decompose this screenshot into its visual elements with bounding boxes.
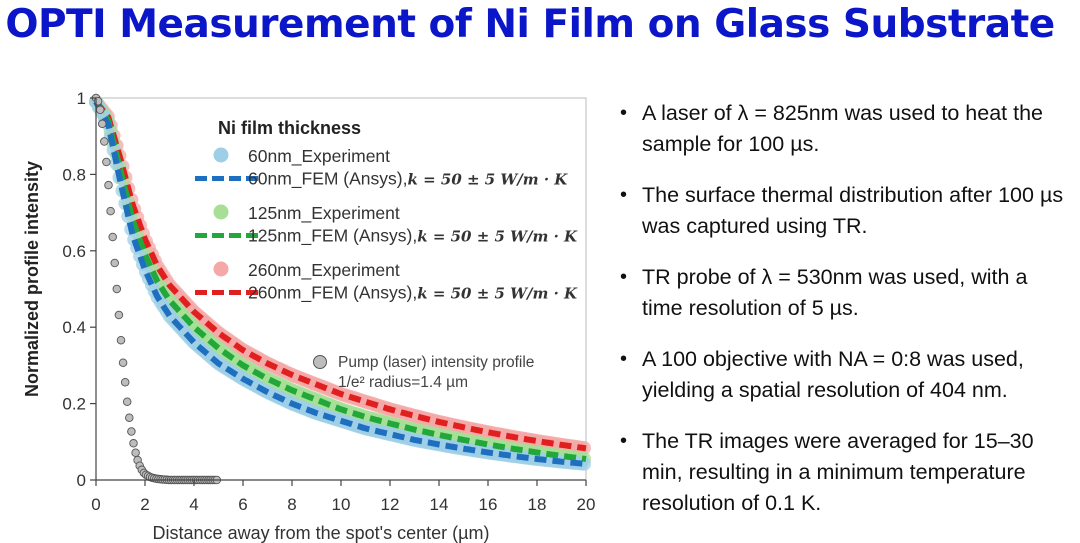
pump-point (108, 232, 117, 242)
pump-point (112, 284, 122, 294)
legend-label: 125nm_FEM (Ansys),k = 50 ± 5 W/m · K (248, 226, 578, 247)
bullet-item: • A laser of λ = 825nm was used to heat t… (618, 98, 1073, 160)
x-axis-label: Distance away from the spot's center (µm… (153, 523, 490, 543)
bullet-text: A 100 objective with NA = 0:8 was used, … (642, 347, 1024, 402)
slide-title: OPTI Measurement of Ni Film on Glass Sub… (5, 2, 1055, 47)
pump-point (120, 377, 130, 387)
y-axis-label: Normalized profile intensity (22, 161, 42, 397)
pump-point (110, 258, 119, 268)
legend-conductivity-label: k = 50 ± 5 W/m · K (417, 285, 578, 303)
legend-item: 60nm_Experiment (213, 146, 390, 167)
pump-point (122, 397, 132, 406)
pump-point (131, 448, 140, 457)
series-line-260nm_FEM (Ansys), (93, 99, 587, 452)
legend-conductivity-label: k = 50 ± 5 W/m · K (407, 171, 568, 189)
chart-area: 0 2 4 6 8 10 12 14 16 18 20 0 0.2 0.4 0.6 0.8 1 Ni film … (0, 80, 605, 543)
bullet-text: A laser of λ = 825nm was used to heat th… (642, 101, 1043, 156)
bullet-list: • A laser of λ = 825nm was used to heat t… (618, 98, 1073, 539)
bullet-text: The surface thermal distribution after 1… (642, 183, 1064, 238)
bullet-dot-icon: • (620, 430, 628, 452)
bullet-dot-icon: • (620, 348, 628, 370)
pump-point (129, 439, 138, 448)
pump-point (97, 119, 107, 129)
bullet-item: • A 100 objective with NA = 0:8 was used,… (618, 344, 1073, 406)
bullet-text: TR probe of λ = 530nm was used, with a t… (642, 265, 1028, 320)
x-tick-label: 0 (91, 495, 100, 514)
x-tick-label: 20 (577, 495, 596, 514)
bullet-text: The TR images were averaged for 15–30 mi… (642, 429, 1034, 515)
y-tick-label: 0.2 (62, 395, 86, 414)
legend-label: 60nm_Experiment (248, 146, 390, 167)
legend-title: Ni film thickness (218, 118, 361, 138)
x-tick-label: 10 (332, 495, 351, 514)
pump-point (106, 206, 115, 216)
pump-point (127, 427, 136, 436)
y-tick-label: 0.6 (62, 242, 86, 261)
legend-pump-radius: 1/e² radius=1.4 µm (338, 374, 468, 391)
legend-item-pump: Pump (laser) intensity profile 1/e² radiu… (313, 354, 534, 391)
legend-item: 125nm_FEM (Ansys),k = 50 ± 5 W/m · K (195, 226, 578, 247)
y-tick-label: 1 (77, 89, 86, 108)
x-tick-label: 8 (287, 495, 296, 514)
y-tick-label: 0 (77, 471, 86, 490)
data-point (577, 456, 591, 471)
bullet-item: • The TR images were averaged for 15–30 m… (618, 426, 1073, 519)
legend-marker (213, 204, 229, 220)
legend-label: 260nm_FEM (Ansys),k = 50 ± 5 W/m · K (248, 283, 578, 304)
series-line-125nm_FEM (Ansys), (93, 100, 587, 462)
legend-item: 260nm_FEM (Ansys),k = 50 ± 5 W/m · K (195, 283, 578, 304)
legend-pump-marker (313, 355, 327, 369)
x-tick-label: 14 (430, 495, 449, 514)
legend-conductivity-label: k = 50 ± 5 W/m · K (417, 228, 578, 246)
y-tick-label: 0.8 (62, 165, 86, 184)
pump-point (104, 180, 113, 190)
legend-label: 260nm_Experiment (248, 260, 400, 281)
legend-item: 260nm_Experiment (213, 260, 400, 281)
pump-point (116, 335, 126, 345)
pump-point (95, 105, 105, 115)
bullet-item: • The surface thermal distribution after … (618, 180, 1073, 242)
chart-svg: 0 2 4 6 8 10 12 14 16 18 20 0 0.2 0.4 0.6 0.8 1 Ni film … (22, 89, 596, 543)
bullet-dot-icon: • (620, 266, 628, 288)
bullet-dot-icon: • (620, 102, 628, 124)
legend-label: 125nm_Experiment (248, 203, 400, 224)
bullet-item: • TR probe of λ = 530nm was used, with a … (618, 262, 1073, 324)
legend-label: 60nm_FEM (Ansys),k = 50 ± 5 W/m · K (248, 169, 568, 190)
y-tick-label: 0.4 (62, 318, 86, 337)
x-tick-label: 16 (479, 495, 498, 514)
x-tick-label: 18 (528, 495, 547, 514)
pump-point (114, 310, 124, 320)
legend-marker (213, 261, 229, 277)
legend-pump-label: Pump (laser) intensity profile (338, 354, 534, 371)
series-line-60nm_FEM (Ansys), (93, 100, 587, 467)
legend-marker (213, 147, 229, 163)
legend-item: 125nm_Experiment (213, 203, 400, 224)
x-tick-label: 6 (238, 495, 247, 514)
pump-point (102, 157, 111, 167)
x-tick-label: 2 (140, 495, 149, 514)
legend-item: 60nm_FEM (Ansys),k = 50 ± 5 W/m · K (195, 169, 568, 190)
bullet-dot-icon: • (620, 184, 628, 206)
pump-point (125, 413, 134, 422)
x-tick-label: 12 (381, 495, 400, 514)
x-tick-label: 4 (189, 495, 198, 514)
pump-point (100, 137, 109, 146)
pump-point (118, 358, 128, 367)
